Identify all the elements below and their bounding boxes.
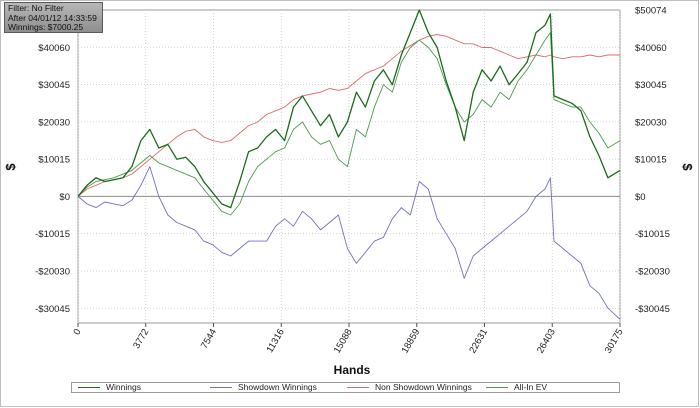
- y-tick-label-right: $20030: [635, 117, 667, 128]
- y-tick-label-right: -$20030: [635, 266, 670, 277]
- series-line-winnings: [77, 9, 621, 209]
- x-tick-label: 0: [71, 327, 83, 337]
- legend-swatch-non-showdown: [347, 387, 369, 388]
- x-tick-label: 3772: [131, 327, 151, 351]
- y-tick-label-right: $50074: [635, 6, 667, 17]
- after-date-label: After 04/01/12 14:33:59: [8, 12, 97, 23]
- y-tick-label-right: $30045: [635, 80, 667, 91]
- y-tick-label-right: -$10015: [635, 229, 670, 240]
- series-line-all-in-ev: [77, 32, 621, 216]
- x-tick-label: 26403: [535, 327, 558, 355]
- legend-label-winnings: Winnings: [106, 382, 141, 392]
- y-tick-label-left: -$30045: [35, 304, 70, 315]
- y-tick-label-left: -$10015: [35, 229, 70, 240]
- y-axis-title-left: $: [3, 163, 18, 171]
- legend-label-all-in-ev: All-In EV: [514, 382, 548, 392]
- y-tick-label-right: $0: [635, 192, 646, 203]
- x-tick-label: 22631: [467, 327, 490, 355]
- legend-swatch-winnings: [78, 387, 100, 388]
- series-layer: [77, 9, 621, 320]
- x-tick-label: 7544: [199, 327, 219, 351]
- legend: Winnings Showdown Winnings Non Showdown …: [71, 382, 620, 393]
- winnings-label: Winnings: $7000.25: [8, 22, 84, 32]
- x-tick-label: 15088: [332, 327, 355, 355]
- series-line-showdown-winnings: [77, 166, 621, 320]
- y-tick-label-left: $30045: [38, 80, 70, 91]
- y-tick-label-left: $0: [59, 192, 70, 203]
- y-tick-label-left: -$20030: [35, 266, 70, 277]
- y-axis-title-right: $: [680, 163, 695, 171]
- info-box: Filter: No Filter After 04/01/12 14:33:5…: [4, 2, 103, 33]
- y-tick-label-left: $40060: [38, 43, 70, 54]
- y-tick-label-right: $10015: [635, 155, 667, 166]
- y-tick-label-left: $10015: [38, 155, 70, 166]
- y-tick-label-right: $40060: [635, 43, 667, 54]
- legend-label-non-showdown: Non Showdown Winnings: [375, 382, 472, 392]
- legend-label-showdown: Showdown Winnings: [238, 382, 317, 392]
- legend-swatch-all-in-ev: [486, 387, 508, 388]
- series-line-non-showdown-winnings: [77, 34, 620, 197]
- y-tick-label-left: $20030: [38, 117, 70, 128]
- y-tick-label-right: -$30045: [635, 304, 670, 315]
- legend-swatch-showdown: [210, 387, 232, 388]
- x-tick-label: 18859: [400, 327, 423, 355]
- x-tick-label: 30175: [603, 327, 626, 355]
- filter-label: Filter: No Filter: [8, 3, 64, 13]
- x-tick-label: 11316: [264, 327, 286, 355]
- x-axis-title: Hands: [334, 363, 371, 377]
